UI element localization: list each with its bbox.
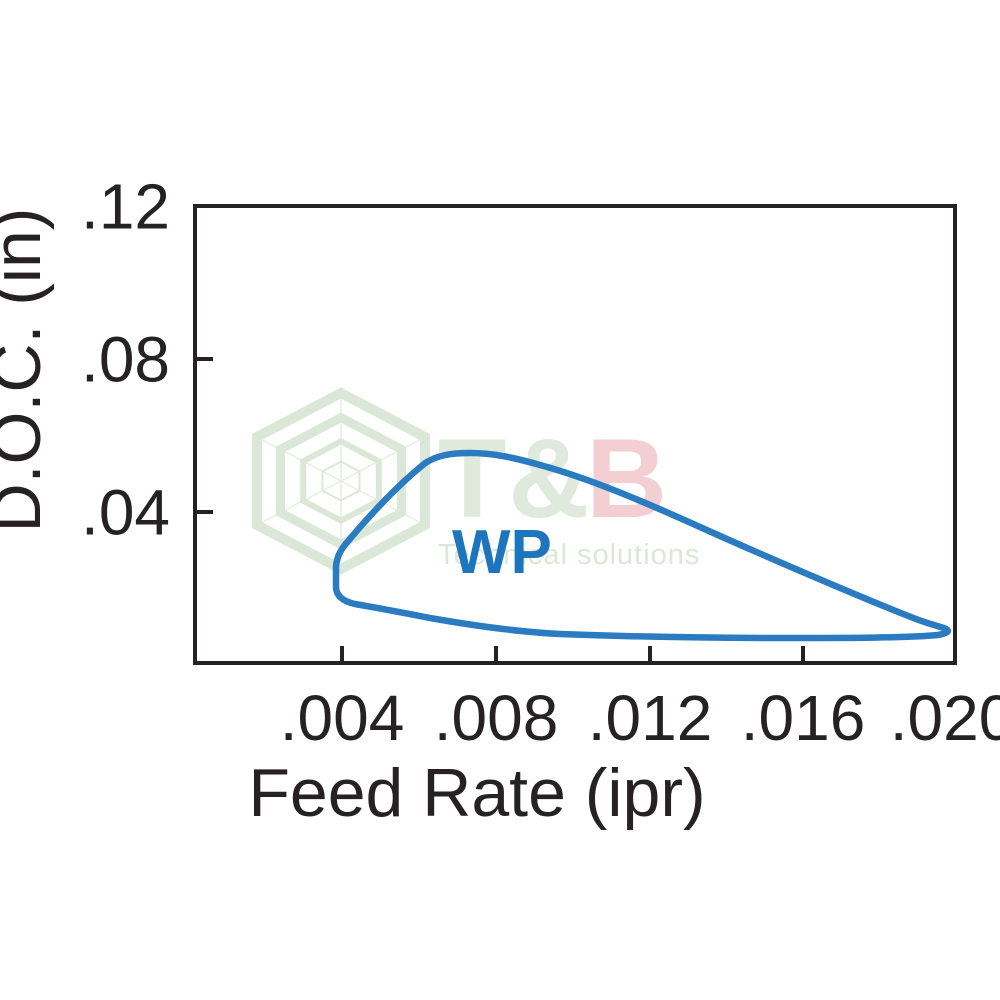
hexagon-spoke bbox=[256, 480, 342, 526]
watermark-hexagon-logo-icon bbox=[252, 387, 430, 575]
watermark-brand-green: T& bbox=[438, 416, 591, 541]
hexagon-ring-middle bbox=[276, 412, 406, 550]
hexagon-spoke bbox=[340, 436, 426, 482]
y-tick-label-04: .04 bbox=[81, 476, 170, 548]
watermark-tagline: Technical solutions bbox=[438, 539, 700, 571]
region-label-wp: WP bbox=[452, 518, 552, 587]
hexagon-spoke bbox=[256, 436, 342, 482]
x-tick-label-004: .004 bbox=[280, 682, 405, 754]
x-tick-label-020: .020 bbox=[890, 682, 1000, 754]
y-axis-title: D.O.C. (in) bbox=[0, 208, 55, 533]
hexagon-ring-inner bbox=[300, 438, 382, 524]
y-tick-label-12: .12 bbox=[81, 170, 170, 242]
x-tick-label-008: .008 bbox=[434, 682, 559, 754]
x-tick-label-012: .012 bbox=[588, 682, 713, 754]
plot-border bbox=[193, 204, 957, 665]
x-axis-title: Feed Rate (ipr) bbox=[248, 755, 705, 831]
hexagon-ring-core bbox=[321, 460, 361, 502]
y-tick-label-08: .08 bbox=[81, 323, 170, 395]
x-tick-label-016: .016 bbox=[741, 682, 866, 754]
wp-region-curve bbox=[332, 449, 952, 642]
hexagon-ring-outer bbox=[252, 387, 430, 575]
watermark-brand-pink: B bbox=[586, 416, 669, 541]
